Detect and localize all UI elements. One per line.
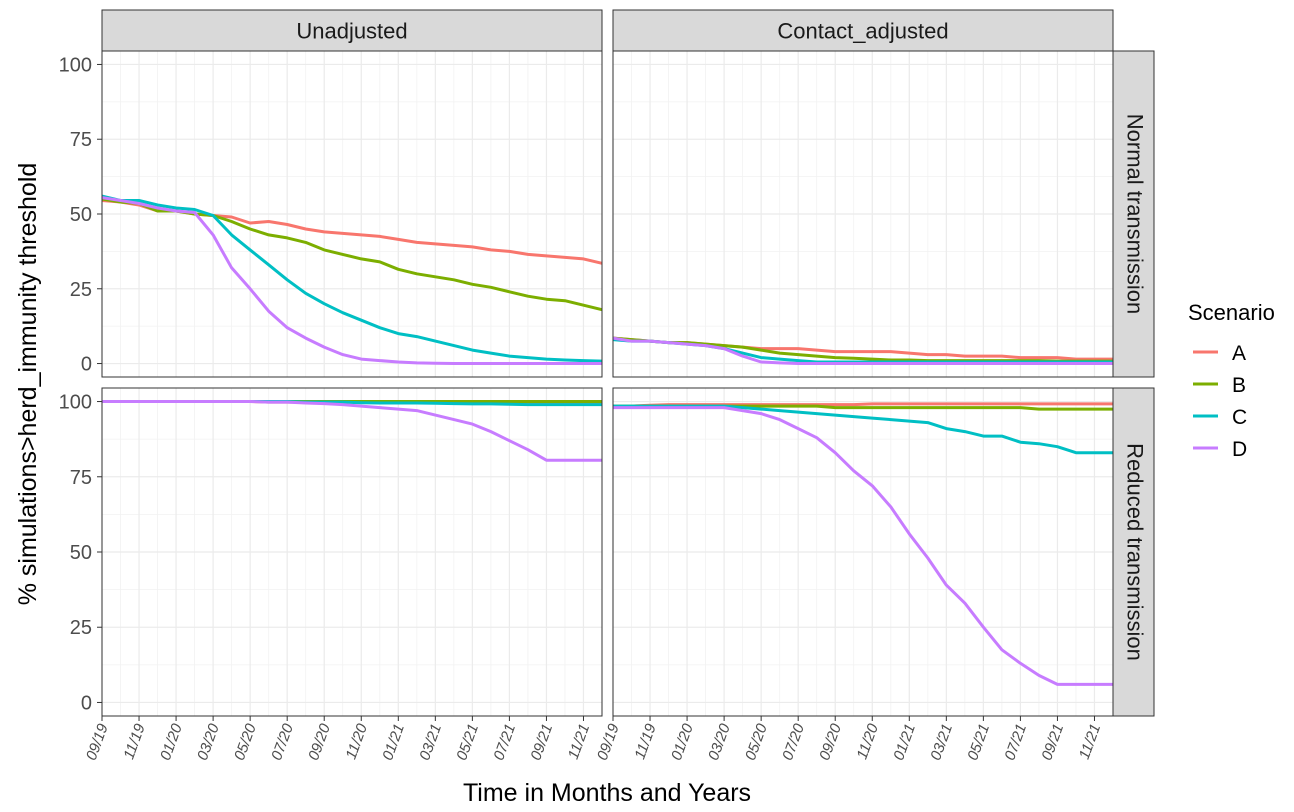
x-tick-label: 05/21 bbox=[964, 722, 993, 763]
facet-strip-label: Reduced transmission bbox=[1123, 443, 1148, 661]
facet-strip-column bbox=[101, 9, 603, 52]
x-tick-label: 07/21 bbox=[1001, 722, 1030, 763]
x-tick-label: 03/20 bbox=[194, 721, 223, 763]
x-tick-label: 01/20 bbox=[668, 721, 697, 763]
legend-label: D bbox=[1232, 438, 1247, 461]
panel-border bbox=[612, 387, 1114, 717]
x-tick-label: 11/21 bbox=[1076, 722, 1104, 762]
x-tick-label: 09/20 bbox=[305, 721, 334, 763]
x-tick-label: 09/21 bbox=[527, 722, 556, 763]
x-tick-label: 03/21 bbox=[416, 722, 445, 763]
legend-title: Scenario bbox=[1188, 300, 1275, 325]
x-tick-label: 07/20 bbox=[268, 721, 297, 763]
facet-strip-label: Contact_adjusted bbox=[777, 19, 948, 44]
legend-label: B bbox=[1232, 374, 1246, 397]
x-tick-label: 03/21 bbox=[927, 722, 956, 763]
x-tick-label: 09/20 bbox=[816, 721, 845, 763]
y-axis-title: % simulations>herd_immunity threshold bbox=[14, 163, 42, 606]
x-tick-label: 11/21 bbox=[565, 722, 593, 762]
facet-strip-row bbox=[1112, 50, 1155, 378]
y-tick-label: 75 bbox=[70, 467, 92, 489]
x-tick-label: 01/20 bbox=[157, 721, 186, 763]
series-line-d bbox=[613, 406, 1113, 686]
y-tick-label: 25 bbox=[70, 617, 92, 639]
facet-strip-row bbox=[1112, 387, 1155, 717]
x-tick-label: 07/20 bbox=[779, 721, 808, 763]
y-tick-label: 100 bbox=[59, 392, 92, 414]
y-tick-label: 25 bbox=[70, 279, 92, 301]
panel-contact_adjusted-reduced bbox=[612, 387, 1114, 717]
panel-border bbox=[612, 50, 1114, 378]
series-line-c bbox=[101, 194, 603, 363]
series-line-d bbox=[102, 400, 602, 462]
facet-strip-label: Unadjusted bbox=[296, 19, 407, 44]
series-line-d bbox=[612, 336, 1113, 365]
x-tick-label: 05/21 bbox=[453, 722, 482, 763]
legend-label: C bbox=[1232, 406, 1247, 429]
x-tick-label: 07/21 bbox=[490, 722, 519, 763]
y-tick-label: 75 bbox=[70, 129, 92, 151]
x-tick-label: 11/20 bbox=[854, 721, 883, 762]
y-tick-label: 0 bbox=[81, 354, 92, 376]
series-line-d bbox=[101, 196, 602, 365]
y-tick-label: 0 bbox=[81, 692, 92, 714]
y-tick-label: 50 bbox=[70, 204, 92, 226]
x-tick-label: 09/19 bbox=[83, 721, 112, 763]
x-tick-label: 09/21 bbox=[1038, 722, 1067, 763]
x-tick-label: 01/21 bbox=[379, 722, 408, 763]
legend-label: A bbox=[1232, 342, 1246, 365]
x-tick-label: 11/19 bbox=[120, 721, 149, 762]
x-tick-label: 11/19 bbox=[631, 721, 660, 762]
x-tick-label: 09/19 bbox=[594, 721, 623, 763]
facet-strip-label: Normal transmission bbox=[1123, 114, 1148, 315]
panel-unadjusted-reduced bbox=[101, 387, 603, 717]
x-tick-label: 05/20 bbox=[231, 721, 260, 763]
panel-contact_adjusted-normal bbox=[612, 50, 1114, 378]
x-tick-label: 05/20 bbox=[742, 721, 771, 763]
y-tick-label: 50 bbox=[70, 542, 92, 564]
panel-unadjusted-normal bbox=[101, 50, 603, 378]
x-tick-label: 01/21 bbox=[890, 722, 919, 763]
y-tick-label: 100 bbox=[59, 54, 92, 76]
x-tick-label: 03/20 bbox=[705, 721, 734, 763]
facet-strip-column bbox=[612, 9, 1114, 52]
x-tick-label: 11/20 bbox=[343, 721, 372, 762]
x-axis-title: Time in Months and Years bbox=[463, 779, 751, 807]
